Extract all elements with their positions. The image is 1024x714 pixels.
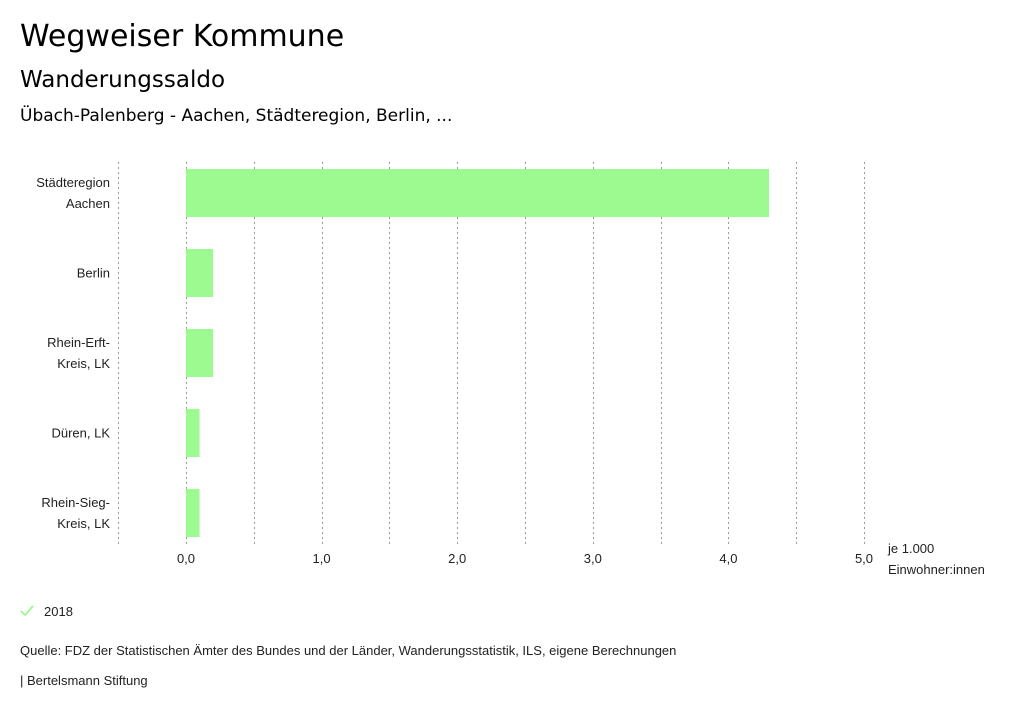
- x-tick-label: 1,0: [313, 551, 331, 566]
- x-tick-label: 0,0: [177, 551, 195, 566]
- bar-chart: Städteregion Aachen Berlin Rhein-Erft- Kreis…: [36, 162, 873, 566]
- category-label: Kreis, LK: [57, 356, 110, 371]
- bar: [186, 249, 214, 297]
- x-tick-label: 3,0: [584, 551, 602, 566]
- x-tick-label: 4,0: [719, 551, 737, 566]
- bar: [186, 409, 200, 457]
- publisher-note: | Bertelsmann Stiftung: [20, 673, 148, 688]
- x-tick-label: 5,0: [855, 551, 873, 566]
- x-axis-unit-label: je 1.000 Einwohner:innen: [888, 538, 985, 580]
- x-axis-unit-line-2: Einwohner:innen: [888, 562, 985, 577]
- category-label: Düren, LK: [51, 426, 110, 441]
- x-tick-label: 2,0: [448, 551, 466, 566]
- chart-title: Wegweiser Kommune: [20, 19, 345, 54]
- category-label: Rhein-Erft-: [47, 335, 110, 350]
- legend[interactable]: 2018: [20, 601, 73, 621]
- bar: [186, 329, 214, 377]
- category-label: Berlin: [77, 266, 110, 281]
- legend-item-label: 2018: [44, 603, 73, 619]
- category-label: Kreis, LK: [57, 516, 110, 531]
- category-label: Städteregion: [36, 175, 110, 190]
- check-icon: [20, 605, 34, 616]
- category-label: Aachen: [66, 196, 110, 211]
- bar: [186, 489, 200, 537]
- category-label: Rhein-Sieg-: [41, 495, 110, 510]
- region-selection: Übach-Palenberg - Aachen, Städteregion, …: [20, 106, 453, 126]
- category-labels: Städteregion Aachen Berlin Rhein-Erft- Kreis…: [36, 175, 110, 531]
- x-axis-unit-line-1: je 1.000: [888, 541, 935, 556]
- source-note: Quelle: FDZ der Statistischen Ämter des …: [20, 643, 677, 658]
- x-tick-labels: 0,0 1,0 2,0 3,0 4,0 5,0: [177, 551, 873, 566]
- gridlines: [118, 162, 865, 544]
- chart-subtitle: Wanderungssaldo: [20, 67, 226, 93]
- bar: [186, 169, 770, 217]
- bars: [186, 169, 770, 537]
